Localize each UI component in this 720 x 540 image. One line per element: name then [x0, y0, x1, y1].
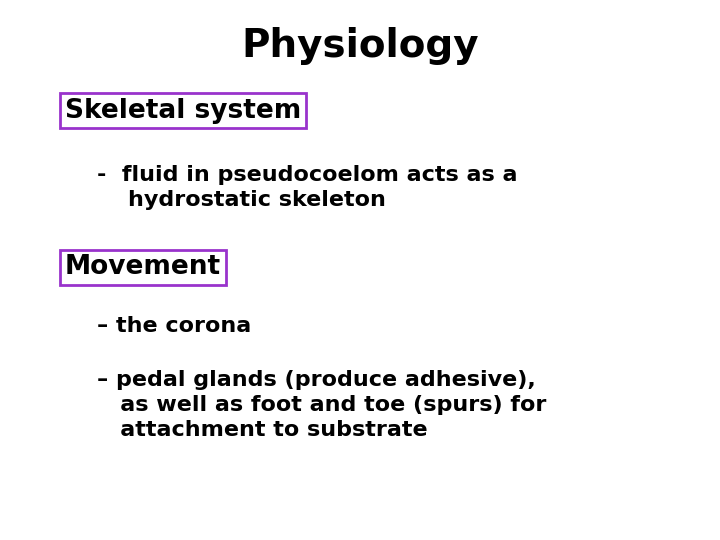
- Text: – pedal glands (produce adhesive),
   as well as foot and toe (spurs) for
   att: – pedal glands (produce adhesive), as we…: [97, 370, 546, 440]
- Text: -  fluid in pseudocoelom acts as a
    hydrostatic skeleton: - fluid in pseudocoelom acts as a hydros…: [97, 165, 518, 210]
- Text: – the corona: – the corona: [97, 316, 251, 336]
- Text: Skeletal system: Skeletal system: [65, 98, 301, 124]
- Text: Movement: Movement: [65, 254, 221, 280]
- Text: Physiology: Physiology: [241, 27, 479, 65]
